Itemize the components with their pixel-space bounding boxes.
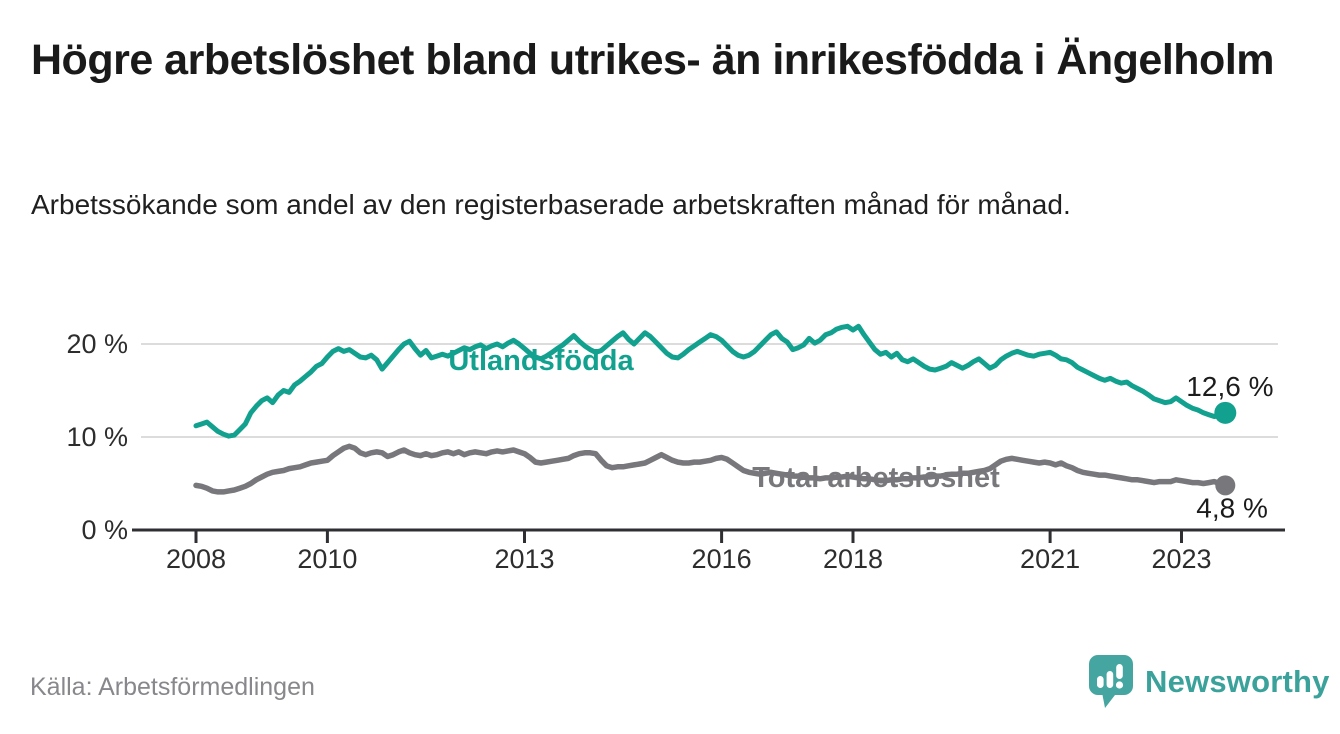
end-value-utlandsfodda: 12,6 % xyxy=(1186,371,1273,402)
source-note: Källa: Arbetsförmedlingen xyxy=(30,673,315,701)
x-tick-label: 2018 xyxy=(823,544,883,574)
page-subtitle: Arbetssökande som andel av den registerb… xyxy=(31,189,1071,220)
x-tick-label: 2010 xyxy=(297,544,357,574)
x-tick-label: 2016 xyxy=(692,544,752,574)
x-tick-label: 2008 xyxy=(166,544,226,574)
chart-canvas: 0 % 10 % 20 % 2008 2010 2013 2016 2018 2021 2023… xyxy=(66,323,1285,574)
brand-logo: Newsworthy xyxy=(1088,654,1330,710)
x-tick-label: 2013 xyxy=(494,544,554,574)
y-axis-labels: 0 % 10 % 20 % xyxy=(66,329,128,545)
x-axis-tick-labels: 2008 2010 2013 2016 2018 2021 2023 xyxy=(166,544,1212,574)
y-tick-label: 10 % xyxy=(66,422,128,452)
line-total-arbetsloshet xyxy=(193,443,1229,495)
end-dot-utlandsfodda xyxy=(1214,401,1237,424)
x-tick-label: 2021 xyxy=(1020,544,1080,574)
newsworthy-icon xyxy=(1089,655,1133,708)
y-tick-label: 0 % xyxy=(81,515,128,545)
brand-name: Newsworthy xyxy=(1145,664,1330,699)
y-tick-label: 20 % xyxy=(66,329,128,359)
line-utlandsfodda xyxy=(193,323,1228,439)
gridlines xyxy=(141,343,1278,438)
end-value-total: 4,8 % xyxy=(1196,492,1268,523)
x-axis-ticks xyxy=(194,531,1183,543)
series-label-total: Total arbetslöshet xyxy=(752,462,1000,494)
page-title: Högre arbetslöshet bland utrikes- än inr… xyxy=(31,36,1275,84)
x-tick-label: 2023 xyxy=(1151,544,1211,574)
series-label-utlandsfodda: Utlandsfödda xyxy=(448,345,634,377)
end-dot-total xyxy=(1215,475,1236,496)
